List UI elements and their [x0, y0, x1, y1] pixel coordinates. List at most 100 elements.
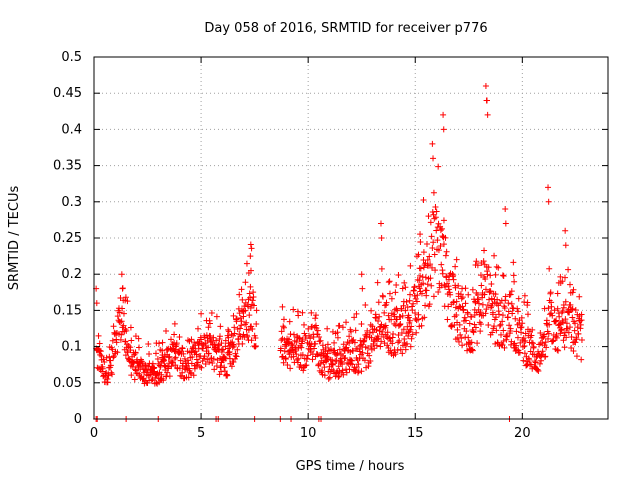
data-point: [402, 307, 409, 314]
data-point: [399, 350, 406, 357]
data-point: [171, 320, 178, 327]
data-point: [514, 334, 521, 341]
data-point: [459, 303, 466, 310]
data-point: [239, 340, 246, 347]
data-point: [440, 111, 447, 118]
data-point: [388, 316, 395, 323]
data-point: [108, 369, 115, 376]
data-point: [510, 259, 517, 266]
data-point: [465, 334, 472, 341]
data-point: [179, 369, 186, 376]
data-point: [205, 324, 212, 331]
data-point: [384, 329, 391, 336]
data-point: [388, 295, 395, 302]
data-point: [246, 312, 253, 319]
data-point: [560, 319, 567, 326]
data-point: [343, 369, 350, 376]
data-point: [249, 326, 256, 333]
data-point: [521, 292, 528, 299]
data-point: [518, 314, 525, 321]
data-point: [166, 373, 173, 380]
data-point: [417, 231, 424, 238]
data-point: [486, 296, 493, 303]
data-point: [278, 328, 285, 335]
data-point: [440, 126, 447, 133]
data-point: [468, 339, 475, 346]
data-point: [379, 328, 386, 335]
data-point: [326, 374, 333, 381]
data-point: [131, 359, 138, 366]
data-point: [407, 262, 414, 269]
data-point: [495, 264, 502, 271]
data-point: [507, 291, 514, 298]
data-point: [230, 359, 237, 366]
chart-title: Day 058 of 2016, SRMTID for receiver p77…: [204, 21, 487, 36]
data-point: [547, 289, 554, 296]
data-point: [230, 343, 237, 350]
data-point: [356, 348, 363, 355]
data-point: [377, 343, 384, 350]
data-point: [438, 282, 445, 289]
data-point: [510, 272, 517, 279]
data-point: [247, 241, 254, 248]
data-point: [450, 299, 457, 306]
data-point: [218, 340, 225, 347]
data-point: [505, 308, 512, 315]
data-point: [470, 329, 477, 336]
data-point: [209, 359, 216, 366]
data-point: [484, 111, 491, 118]
data-point: [207, 333, 214, 340]
data-point: [367, 358, 374, 365]
data-point: [500, 272, 507, 279]
data-point: [119, 285, 126, 292]
data-point: [188, 336, 195, 343]
data-point: [325, 375, 332, 382]
axis-ticks: [93, 56, 608, 420]
data-point: [390, 330, 397, 337]
data-point: [502, 206, 509, 213]
data-point: [570, 347, 577, 354]
data-point: [149, 360, 156, 367]
data-point: [439, 233, 446, 240]
data-point: [400, 326, 407, 333]
data-point: [402, 346, 409, 353]
data-point: [560, 337, 567, 344]
data-point: [120, 310, 127, 317]
data-point: [469, 286, 476, 293]
data-point: [468, 313, 475, 320]
data-point: [563, 320, 570, 327]
data-point: [433, 208, 440, 215]
data-point: [247, 283, 254, 290]
data-point: [421, 314, 428, 321]
data-point: [296, 334, 302, 341]
data-point: [340, 371, 347, 378]
data-point: [375, 299, 382, 306]
data-point: [483, 97, 490, 104]
data-point: [361, 357, 368, 364]
data-point: [116, 309, 123, 316]
data-point: [288, 341, 295, 348]
data-point: [307, 335, 314, 342]
data-point: [435, 220, 442, 227]
data-point: [225, 334, 232, 341]
data-point: [366, 352, 373, 359]
data-point: [572, 339, 579, 346]
data-point: [308, 309, 315, 316]
data-point: [216, 333, 223, 340]
data-point: [491, 323, 498, 330]
data-point: [243, 319, 250, 326]
data-point: [550, 337, 557, 344]
data-point: [413, 317, 420, 324]
data-point: [234, 346, 241, 353]
data-point: [188, 348, 195, 355]
data-point: [559, 308, 566, 315]
data-point: [384, 342, 391, 349]
data-point: [373, 326, 380, 333]
data-point: [221, 364, 228, 371]
data-point: [395, 339, 402, 346]
data-point: [559, 278, 566, 285]
data-point: [568, 344, 575, 351]
x-tick-label: 15: [407, 426, 424, 441]
data-point: [114, 313, 121, 320]
data-point: [304, 352, 311, 359]
